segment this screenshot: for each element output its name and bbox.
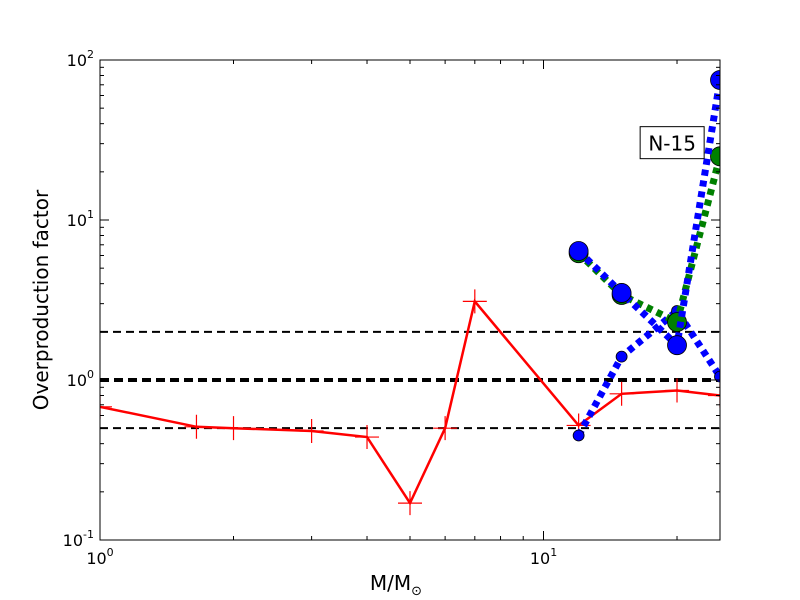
annotation-text-0: N-15 xyxy=(648,132,696,156)
y-tick-label-2: 101 xyxy=(67,208,94,230)
series-layer xyxy=(100,70,720,516)
series-0-point-10 xyxy=(665,378,690,403)
x-tick-label-base-0: 10 xyxy=(86,549,106,568)
series-0-point-6 xyxy=(433,416,458,441)
y-tick-label-base-1: 10 xyxy=(67,371,87,390)
y-tick-label-exp-1: 0 xyxy=(87,368,94,381)
x-tick-label-1: 101 xyxy=(530,546,557,568)
series-0-point-11 xyxy=(708,383,720,408)
y-tick-label-exp-2: 1 xyxy=(87,208,94,221)
series-0 xyxy=(100,289,720,516)
x-tick-label-exp-1: 1 xyxy=(550,546,557,559)
annotation-0: N-15 xyxy=(639,126,705,160)
y-tick-label-3: 102 xyxy=(67,48,94,70)
annotation-layer: N-15 xyxy=(639,126,705,160)
x-axis-label-sub: ⊙ xyxy=(411,584,422,599)
x-axis-label: M/M⊙ xyxy=(370,571,422,599)
series-1-point-0 xyxy=(572,429,585,442)
y-tick-label-base-3: 10 xyxy=(67,51,87,70)
y-axis-label: Overproduction factor xyxy=(29,189,53,410)
x-axis-label-main: M/M xyxy=(370,571,411,595)
series-0-point-3 xyxy=(299,419,324,444)
x-tick-label-0: 100 xyxy=(86,546,113,568)
series-2-point-3 xyxy=(710,146,720,167)
series-2-line xyxy=(576,155,720,328)
y-tick-label-base-0: 10 xyxy=(63,531,83,550)
y-tick-label-exp-3: 2 xyxy=(87,48,94,61)
series-0-point-0 xyxy=(100,394,112,419)
y-tick-label-base-2: 10 xyxy=(67,211,87,230)
x-tick-label-exp-0: 0 xyxy=(107,546,114,559)
series-0-point-7 xyxy=(462,289,487,314)
series-3 xyxy=(568,70,720,356)
series-1-point-1 xyxy=(615,350,628,363)
series-3-point-2 xyxy=(667,335,687,356)
y-tick-label-1: 100 xyxy=(67,368,94,390)
y-tick-label-0: 10-1 xyxy=(63,528,94,550)
series-1-point-3 xyxy=(714,370,720,383)
series-3-point-0 xyxy=(568,241,589,261)
series-0-point-4 xyxy=(355,425,380,450)
annotation-box-0 xyxy=(639,126,705,160)
series-3-point-1 xyxy=(611,283,632,303)
x-tick-label-base-1: 10 xyxy=(530,549,550,568)
series-1-line xyxy=(575,305,720,438)
series-0-point-9 xyxy=(609,381,634,406)
y-tick-label-exp-0: -1 xyxy=(83,528,94,541)
reference-lines xyxy=(100,330,720,430)
series-0-point-2 xyxy=(221,416,246,441)
series-0-point-1 xyxy=(184,414,209,439)
series-0-point-5 xyxy=(398,491,422,516)
